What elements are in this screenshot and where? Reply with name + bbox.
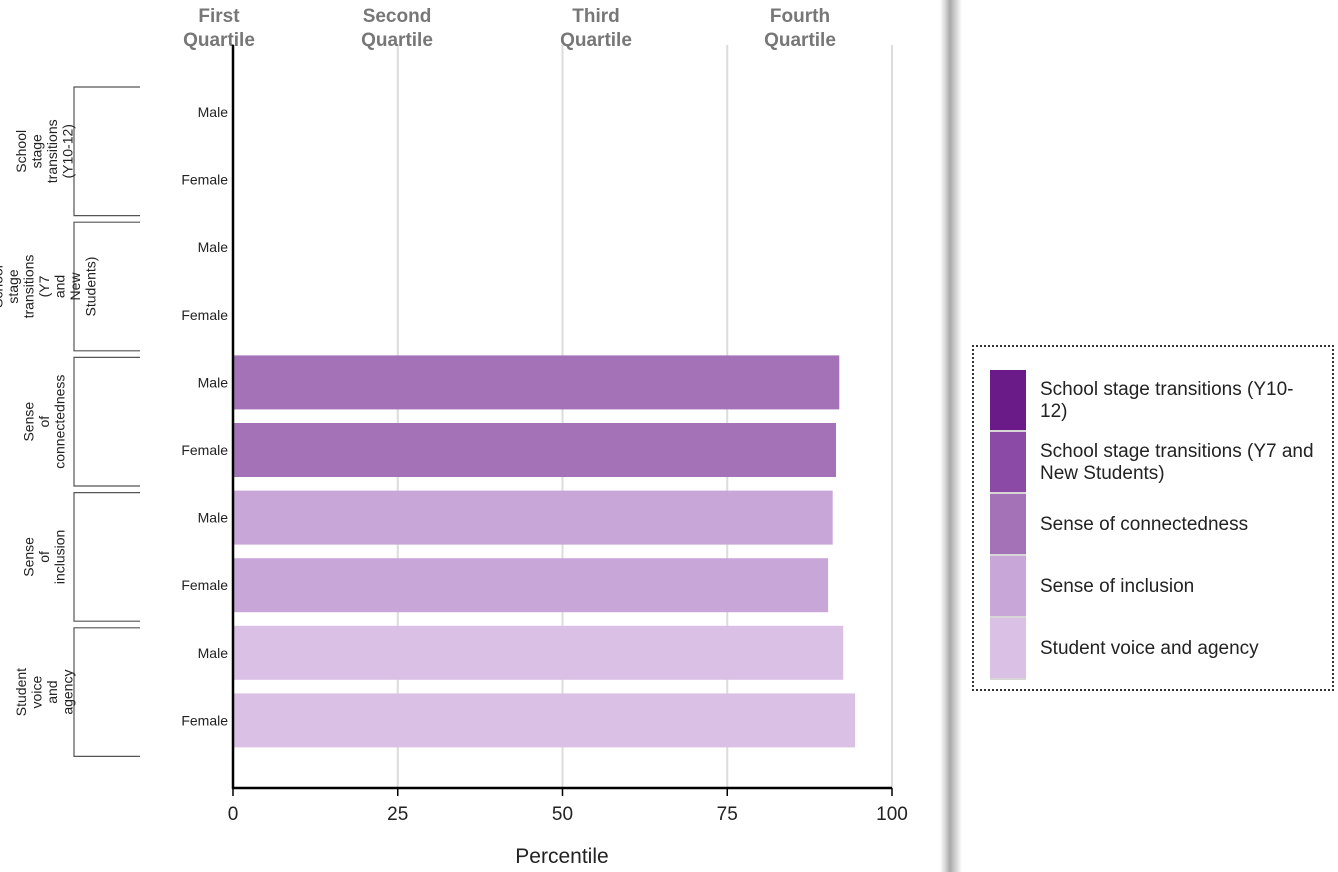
quartile-label: First	[198, 6, 240, 27]
category-label: Female	[181, 307, 228, 323]
group-label-line: of	[36, 551, 52, 563]
quartile-label: Fourth	[770, 6, 830, 27]
group-label-line: and	[52, 275, 68, 298]
group-label-line: New	[67, 272, 83, 301]
percentile-bar-chart: First Quartile Second Quartile Third Quartile…	[0, 6, 908, 868]
group-label-line: transitions	[44, 119, 60, 183]
legend-item: Student voice and agency	[990, 618, 1320, 680]
group-label-line: Student	[13, 668, 29, 716]
group-label-line: School	[0, 265, 6, 308]
category-label: Male	[198, 374, 229, 390]
bar	[233, 355, 840, 410]
legend-swatch	[990, 618, 1026, 680]
group-label-line: School	[13, 130, 29, 173]
group-label-line: Students)	[83, 257, 99, 317]
legend-swatch	[990, 494, 1026, 556]
category-label: Male	[198, 104, 229, 120]
x-tick-label: 50	[552, 804, 573, 825]
group-label: Schoolstagetransitions(Y7andNewStudents)	[0, 255, 99, 319]
panel-divider[interactable]	[940, 0, 962, 872]
bar	[233, 693, 856, 748]
group-label-line: of	[36, 416, 52, 428]
legend-label: Sense of connectedness	[1040, 514, 1249, 535]
quartile-label: Second	[363, 6, 432, 27]
group-bracket	[73, 221, 140, 352]
bar	[233, 625, 844, 680]
chart-legend: School stage transitions (Y10-12) School…	[972, 345, 1334, 691]
group-label-line: Sense	[21, 402, 37, 442]
group-label: Studentvoiceandagency	[13, 668, 76, 716]
quartile-label: Third	[572, 6, 620, 27]
group-bracket	[73, 627, 140, 757]
x-tick-label: 0	[228, 804, 239, 825]
group-label-line: inclusion	[52, 530, 68, 584]
category-label: Male	[198, 239, 229, 255]
group-label: Senseofconnectedness	[21, 375, 68, 469]
group-bracket	[73, 492, 140, 622]
x-tick-label: 100	[876, 804, 908, 825]
legend-swatch	[990, 556, 1026, 618]
group-label-line: stage	[5, 269, 21, 303]
group-label: Senseofinclusion	[21, 530, 68, 584]
group-label-line: agency	[59, 670, 75, 715]
group-label-line: (Y7	[36, 275, 52, 297]
group-label: Schoolstagetransitions(Y10-12)	[13, 119, 76, 183]
group-label-line: Sense	[21, 537, 37, 577]
bar	[233, 490, 833, 545]
legend-item: School stage transitions (Y7 and New Stu…	[990, 432, 1320, 494]
category-label: Female	[181, 577, 228, 593]
legend-label: Sense of inclusion	[1040, 576, 1195, 597]
legend-item: Sense of connectedness	[990, 494, 1320, 556]
x-tick-label: 75	[717, 804, 738, 825]
legend-swatch	[990, 432, 1026, 494]
group-bracket	[73, 356, 140, 487]
quartile-label: Quartile	[764, 30, 836, 51]
category-label: Male	[198, 645, 229, 661]
category-label: Female	[181, 712, 228, 728]
quartile-label: Quartile	[361, 30, 433, 51]
x-tick-label: 25	[387, 804, 408, 825]
group-label-line: connectedness	[52, 375, 68, 469]
category-label: Female	[181, 442, 228, 458]
category-label: Male	[198, 510, 229, 526]
group-label-line: (Y10-12)	[59, 124, 75, 178]
bar	[233, 423, 836, 477]
legend-label: School stage transitions (Y10-12)	[1040, 379, 1294, 422]
legend-item: Sense of inclusion	[990, 556, 1320, 618]
group-label-line: voice	[28, 676, 44, 709]
legend-label: Student voice and agency	[1040, 638, 1259, 659]
group-bracket	[73, 86, 140, 217]
quartile-label: Quartile	[560, 30, 632, 51]
legend-swatch	[990, 370, 1026, 432]
legend-label: School stage transitions (Y7 and New Stu…	[1040, 441, 1314, 484]
group-label-line: and	[44, 680, 60, 703]
category-label: Female	[181, 172, 228, 188]
group-label-line: transitions	[21, 255, 37, 319]
group-label-line: stage	[28, 134, 44, 168]
bar	[233, 558, 829, 613]
legend-item: School stage transitions (Y10-12)	[990, 370, 1320, 432]
quartile-label: Quartile	[183, 30, 255, 51]
x-axis-title: Percentile	[515, 845, 608, 868]
